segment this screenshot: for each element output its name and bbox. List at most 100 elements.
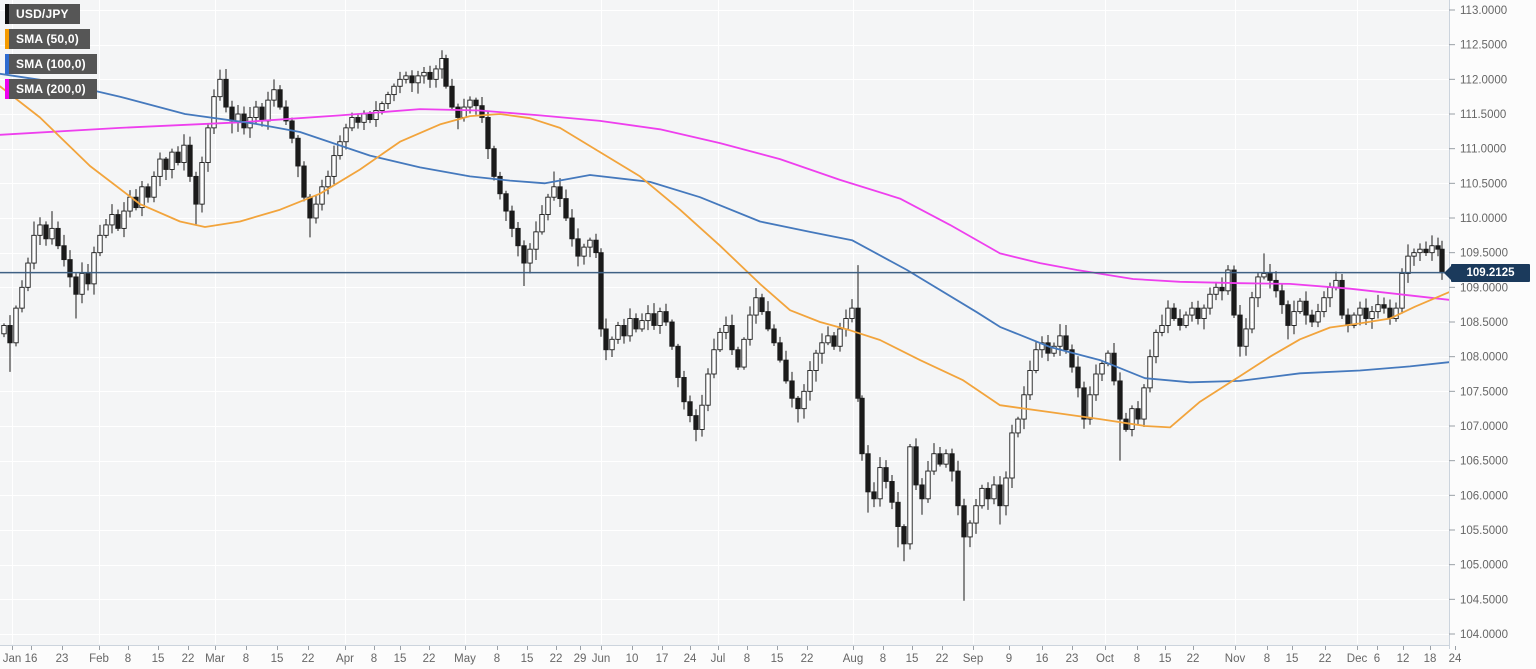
svg-text:May: May (454, 653, 476, 665)
svg-text:18: 18 (1424, 653, 1437, 665)
candle (337, 135, 343, 160)
candle (1243, 318, 1249, 356)
candle (521, 240, 527, 286)
svg-text:112.5000: 112.5000 (1460, 40, 1507, 52)
candle (49, 211, 55, 245)
svg-text:Oct: Oct (1096, 653, 1115, 665)
candle (1075, 356, 1081, 398)
candle (181, 134, 187, 171)
candle (1135, 401, 1141, 425)
candle (397, 71, 403, 94)
candle (1249, 291, 1255, 334)
candle (331, 145, 337, 185)
candle (1027, 360, 1033, 401)
candle (859, 395, 865, 461)
candle (1285, 300, 1291, 340)
candle (1405, 244, 1411, 283)
candle (759, 293, 765, 315)
legend-item-usd-jpy[interactable]: USD/JPY (5, 4, 80, 24)
candle (1195, 300, 1201, 325)
candle (747, 306, 753, 346)
candle (343, 123, 349, 150)
candle (937, 446, 943, 467)
candle (187, 136, 193, 182)
legend-color-bar (5, 29, 9, 49)
candle (37, 217, 43, 246)
candle (615, 321, 621, 344)
candle (217, 69, 223, 101)
candle (223, 68, 229, 113)
candle (991, 476, 997, 505)
candle (79, 262, 85, 304)
svg-text:109.0000: 109.0000 (1460, 282, 1508, 294)
candle (115, 209, 121, 232)
svg-text:112.0000: 112.0000 (1460, 74, 1507, 86)
candle (157, 152, 163, 187)
candle (109, 204, 115, 234)
candle (509, 205, 515, 238)
candle (241, 106, 247, 135)
candle (651, 303, 657, 330)
candle (1381, 297, 1387, 314)
svg-text:8: 8 (125, 653, 131, 665)
x-axis-labels: Jan 16 23 Feb 8 15 22 Mar 8 15 22 Apr 8 15 22 May 8 15 22 2… (3, 646, 1462, 665)
candle (1057, 324, 1063, 356)
candle (907, 443, 913, 550)
candle (391, 83, 397, 102)
candle (1357, 301, 1363, 326)
candle (705, 368, 711, 412)
candle (1015, 416, 1021, 438)
candle (545, 193, 551, 221)
candle (979, 484, 985, 509)
candle (385, 91, 391, 110)
candle (735, 346, 741, 371)
svg-text:8: 8 (880, 653, 886, 665)
candle (1159, 314, 1165, 337)
candle (1237, 304, 1243, 357)
candle (699, 394, 705, 437)
legend-item-sma-100-0[interactable]: SMA (100,0) (5, 54, 97, 74)
candle (723, 316, 729, 340)
candle (253, 100, 259, 124)
legend-item-label: SMA (100,0) (9, 54, 97, 74)
legend-color-bar (5, 54, 9, 74)
candle (473, 97, 479, 115)
candle (955, 460, 961, 516)
y-axis-labels: 113.0000 112.5000 112.0000 111.5000 111.0000… (1449, 5, 1508, 641)
svg-text:Sep: Sep (963, 653, 983, 665)
candle (681, 370, 687, 410)
candle (871, 482, 877, 508)
candle (31, 221, 37, 270)
candle (609, 336, 615, 358)
svg-text:17: 17 (656, 653, 669, 665)
svg-text:16: 16 (1036, 653, 1049, 665)
candle (485, 111, 491, 160)
legend-item-sma-50-0[interactable]: SMA (50,0) (5, 29, 90, 49)
svg-text:8: 8 (371, 653, 377, 665)
candle (1297, 298, 1303, 314)
candle (313, 194, 319, 224)
candle (1129, 405, 1135, 437)
svg-text:23: 23 (56, 653, 69, 665)
legend-item-sma-200-0[interactable]: SMA (200,0) (5, 79, 97, 99)
candle (55, 221, 61, 250)
svg-text:23: 23 (1066, 653, 1079, 665)
candle (1363, 298, 1369, 326)
svg-text:108.5000: 108.5000 (1460, 317, 1508, 329)
svg-text:105.0000: 105.0000 (1460, 560, 1508, 572)
candle (539, 205, 545, 235)
candle (1039, 336, 1045, 358)
candle (985, 482, 991, 510)
candle (901, 524, 907, 562)
candle (639, 313, 645, 332)
candle (587, 237, 593, 258)
grid-layer (0, 0, 1449, 644)
candle (563, 189, 569, 222)
candle (1081, 381, 1087, 429)
chart-legend: USD/JPY SMA (50,0) SMA (100,0) SMA (200,0) (5, 4, 97, 99)
svg-text:113.0000: 113.0000 (1460, 5, 1507, 17)
candle (271, 79, 277, 107)
svg-text:107.0000: 107.0000 (1460, 421, 1508, 433)
candle (325, 170, 331, 195)
